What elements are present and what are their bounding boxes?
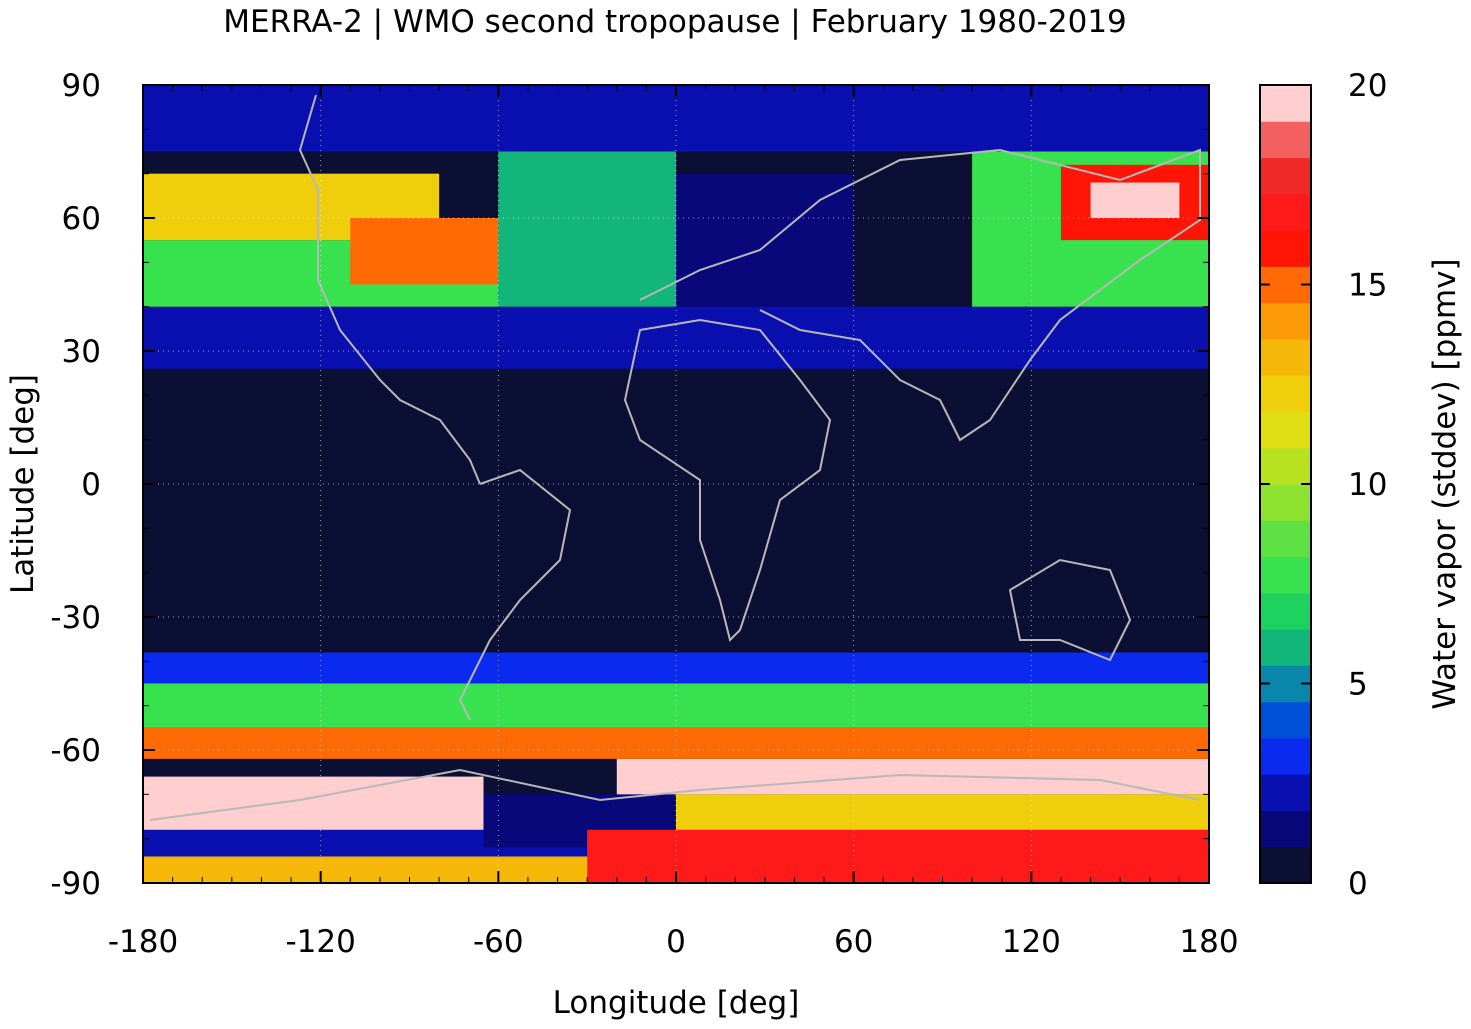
- y-tick-label: 30: [62, 334, 101, 370]
- heatmap-band: [143, 727, 1209, 759]
- colorbar: 0 5 10 15 20: [1260, 68, 1387, 902]
- heatmap-band: [498, 129, 676, 307]
- coastlines: [149, 94, 1201, 821]
- colorbar-swatch: [1260, 230, 1311, 267]
- heatmap-band: [143, 652, 1209, 684]
- colorbar-tick-label: 5: [1348, 667, 1368, 703]
- plot-area: [143, 85, 1209, 883]
- colorbar-swatch: [1260, 556, 1311, 594]
- y-tick-label: 90: [62, 68, 101, 104]
- colorbar-swatch: [1260, 846, 1311, 884]
- coastline-australia: [1008, 558, 1132, 662]
- grid-lines: [143, 85, 1209, 883]
- x-tick-label: -180: [108, 924, 178, 960]
- colorbar-swatch: [1260, 810, 1311, 848]
- coastline-south-america: [458, 468, 572, 721]
- colorbar-swatch: [1260, 701, 1311, 739]
- y-tick-label: 60: [62, 201, 101, 237]
- x-tick-label: 180: [1179, 924, 1238, 960]
- colorbar-tick-label: 0: [1348, 866, 1368, 902]
- colorbar-swatch: [1260, 520, 1311, 558]
- coastline-africa: [623, 318, 832, 642]
- colorbar-tick-label: 20: [1348, 68, 1387, 104]
- chart-title: MERRA-2 | WMO second tropopause | Februa…: [223, 4, 1127, 40]
- colorbar-tick-label: 15: [1348, 268, 1387, 304]
- heatmap-band: [676, 173, 854, 307]
- x-tick-label: -120: [285, 924, 355, 960]
- y-tick-label: -60: [50, 733, 101, 769]
- colorbar-swatch: [1260, 774, 1311, 811]
- x-tick-label: 120: [1002, 924, 1061, 960]
- x-tick-label: 60: [834, 924, 873, 960]
- colorbar-swatch: [1260, 121, 1311, 159]
- axis-ticks: -180 -120 -60 0 60 120 180 -90 -60 -30 0 30 60 90: [50, 68, 1238, 960]
- colorbar-swatch: [1260, 411, 1311, 449]
- heatmap-band: [1090, 182, 1180, 218]
- y-tick-label: -30: [50, 600, 101, 636]
- y-tick-label: 0: [81, 467, 101, 503]
- heatmap-band: [350, 218, 499, 285]
- colorbar-swatch: [1260, 375, 1311, 412]
- coastline-north-america: [298, 94, 481, 485]
- colorbar-frame: [1259, 84, 1312, 884]
- colorbar-swatch: [1260, 629, 1311, 666]
- colorbar-label: Water vapor (stddev) [ppmv]: [1427, 258, 1463, 709]
- heatmap-band: [587, 829, 1209, 883]
- colorbar-swatch: [1260, 85, 1311, 122]
- colorbar-swatch: [1260, 484, 1311, 521]
- x-tick-label: -60: [473, 924, 524, 960]
- y-tick-label: -90: [50, 866, 101, 902]
- coastline-eurasia: [639, 148, 1201, 442]
- colorbar-swatch: [1260, 302, 1311, 340]
- x-tick-label: 0: [666, 924, 686, 960]
- heatmap-band: [676, 794, 1209, 830]
- colorbar-swatch: [1260, 592, 1311, 630]
- x-axis-label: Longitude [deg]: [553, 985, 800, 1021]
- colorbar-swatch: [1260, 157, 1311, 195]
- heatmap-band: [143, 776, 484, 830]
- colorbar-swatch: [1260, 193, 1311, 231]
- colorbar-swatch: [1260, 338, 1311, 376]
- y-axis-label: Latitude [deg]: [5, 374, 41, 594]
- colorbar-swatch: [1260, 737, 1311, 775]
- colorbar-swatch: [1260, 447, 1311, 485]
- coastline-antarctica: [149, 768, 1201, 821]
- colorbar-tick-label: 10: [1348, 467, 1387, 503]
